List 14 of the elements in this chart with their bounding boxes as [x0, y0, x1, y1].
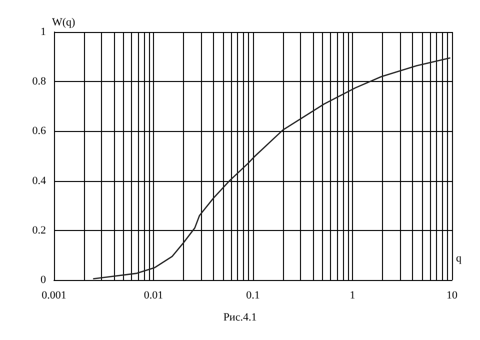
- y-tick-label: 1: [40, 26, 46, 38]
- text: Рис.4.1: [223, 312, 257, 324]
- x-axis-title: q: [456, 252, 462, 264]
- x-tick-label: 1: [350, 290, 356, 302]
- y-axis-title: W(q): [52, 16, 76, 28]
- x-tick-label: 0.01: [144, 290, 164, 302]
- y-tick-label: 0.6: [32, 125, 46, 138]
- y-tick-label: 0.4: [32, 174, 46, 187]
- y-tick-label: 0.2: [32, 224, 46, 236]
- y-tick-label: 0.8: [32, 76, 46, 88]
- x-tick-label: 0.1: [246, 290, 260, 302]
- x-tick-label: 10: [446, 290, 458, 302]
- y-tick-label: 0: [40, 274, 46, 286]
- x-tick-label: 0.001: [42, 290, 66, 302]
